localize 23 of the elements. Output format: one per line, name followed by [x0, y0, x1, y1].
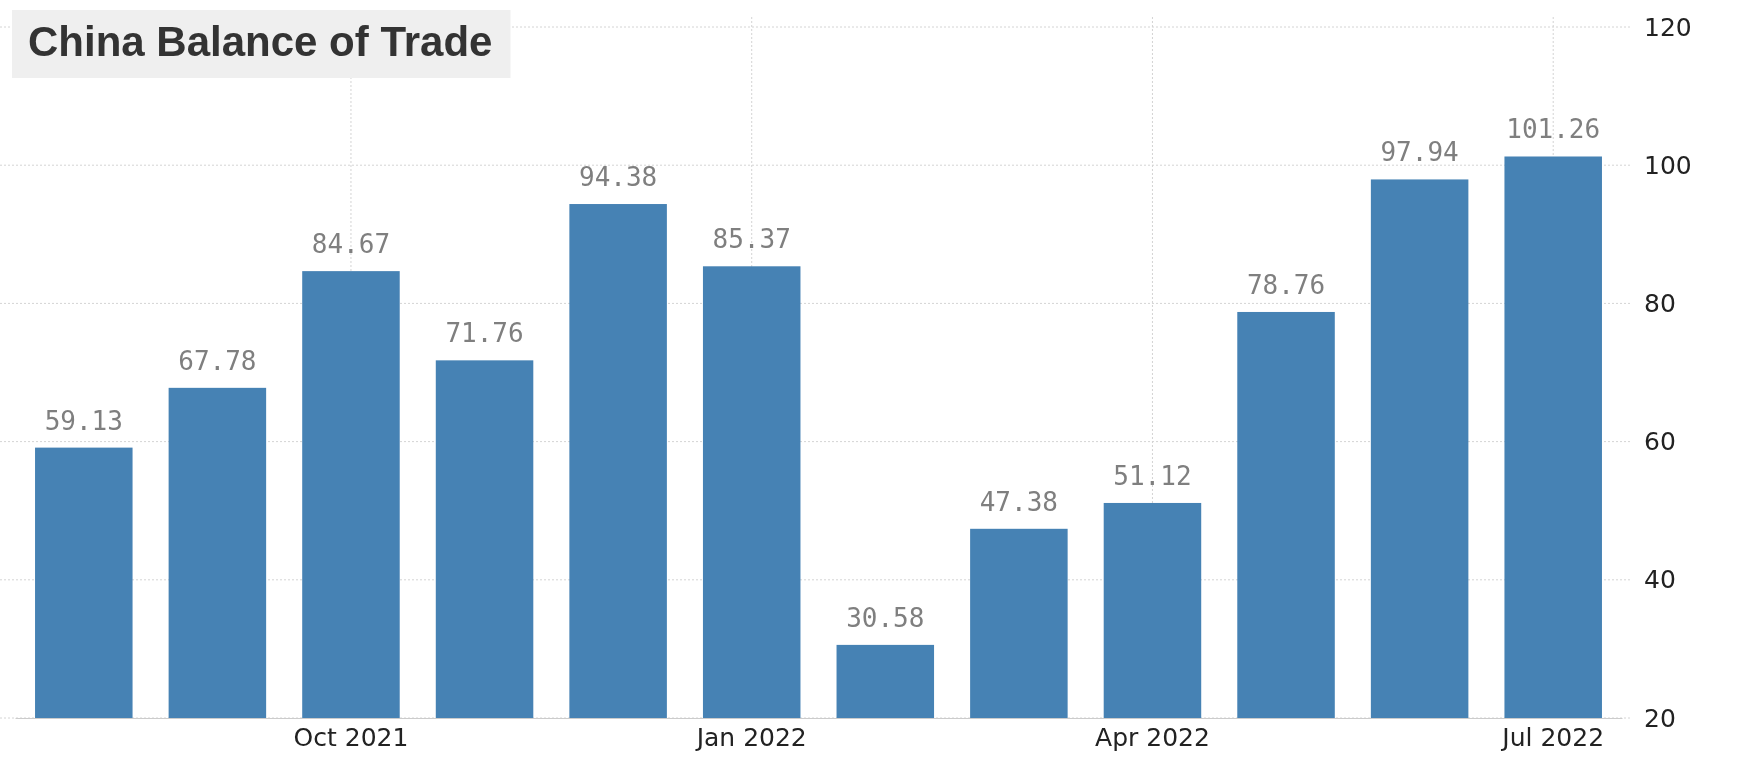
- y-tick-label: 80: [1644, 288, 1676, 318]
- data-label: 67.78: [178, 345, 257, 376]
- data-label: 85.37: [712, 224, 791, 255]
- x-tick-label: Apr 2022: [1095, 722, 1210, 752]
- chart-title: China Balance of Trade: [28, 18, 493, 65]
- data-label: 78.76: [1246, 269, 1326, 300]
- x-tick-label: Jul 2022: [1500, 722, 1605, 752]
- x-tick-label: Oct 2021: [293, 722, 409, 752]
- y-tick-label: 20: [1644, 703, 1676, 733]
- data-label: 71.76: [445, 318, 524, 349]
- y-tick-label: 60: [1644, 427, 1676, 457]
- y-tick-label: 120: [1644, 12, 1692, 42]
- data-label: 84.67: [311, 229, 391, 260]
- y-tick-label: 100: [1644, 150, 1692, 180]
- data-label: 47.38: [979, 486, 1059, 517]
- data-label: 101.26: [1506, 114, 1601, 145]
- y-tick-label: 40: [1644, 565, 1676, 595]
- data-label: 59.13: [44, 405, 123, 436]
- data-label: 30.58: [846, 602, 925, 633]
- data-label: 94.38: [578, 162, 658, 193]
- x-tick-label: Jan 2022: [694, 722, 807, 752]
- data-label: 51.12: [1113, 460, 1192, 491]
- data-label: 97.94: [1380, 137, 1459, 168]
